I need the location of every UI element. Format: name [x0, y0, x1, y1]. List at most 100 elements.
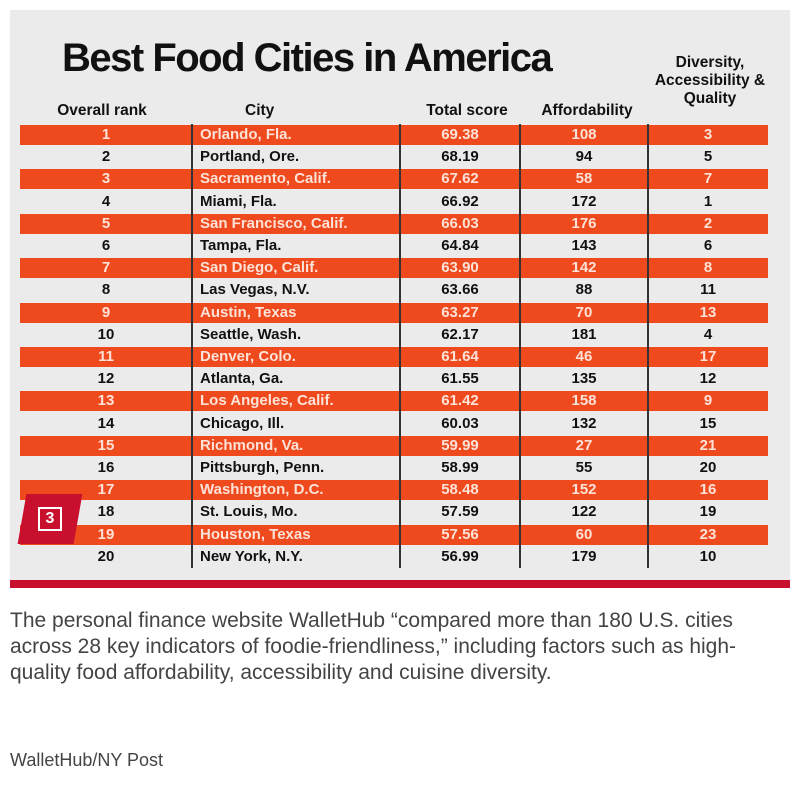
chart-title: Best Food Cities in America	[62, 36, 553, 80]
total-score-cell: 58.48	[441, 481, 479, 499]
city-cell: Tampa, Fla.	[200, 237, 282, 254]
affordability-cell: 181	[571, 325, 597, 343]
city-cell: Las Vegas, N.V.	[200, 281, 310, 299]
affordability-cell: 132	[571, 414, 597, 432]
total-score-cell: 58.99	[441, 459, 479, 476]
affordability-cell: 94	[575, 148, 593, 166]
diversity-cell: 1	[703, 192, 713, 210]
table-row: 10 Seattle, Wash. 62.17 181 4	[20, 325, 768, 345]
table-row: 2 Portland, Ore. 68.19 94 5	[20, 147, 768, 167]
diversity-cell: 21	[699, 436, 717, 454]
city-cell: Austin, Texas	[200, 303, 297, 321]
rank-cell: 8	[101, 281, 111, 299]
total-score-cell: 57.56	[441, 525, 479, 543]
affordability-cell: 60	[575, 525, 593, 543]
table-row: 7 San Diego, Calif. 63.90 142 8	[20, 258, 768, 279]
column-divider	[647, 124, 649, 568]
photo-credit: WalletHub/NY Post	[10, 750, 164, 770]
affordability-cell: 46	[575, 348, 593, 365]
affordability-cell: 142	[571, 259, 597, 277]
affordability-cell: 176	[571, 214, 597, 232]
table-row: 14 Chicago, Ill. 60.03 132 15	[20, 414, 768, 434]
table-row: 20 New York, N.Y. 56.99 179 10	[20, 547, 768, 567]
affordability-cell: 158	[571, 392, 597, 410]
city-cell: Atlanta, Ga.	[200, 370, 284, 388]
table-row: 13 Los Angeles, Calif. 61.42 158 9	[20, 391, 768, 412]
rank-cell: 10	[97, 325, 115, 343]
total-score-cell: 57.59	[441, 503, 479, 521]
rank-cell: 9	[101, 303, 111, 321]
total-score-cell: 66.92	[441, 192, 479, 210]
rank-cell: 2	[101, 148, 111, 166]
divider-bar	[10, 580, 790, 588]
total-score-cell: 63.27	[441, 303, 479, 321]
total-score-cell: 61.42	[441, 392, 479, 410]
table-row: 11 Denver, Colo. 61.64 46 17	[20, 347, 768, 367]
table-row: 16 Pittsburgh, Penn. 58.99 55 20	[20, 458, 768, 478]
diversity-cell: 20	[699, 459, 717, 476]
diversity-cell: 16	[699, 481, 717, 499]
affordability-cell: 58	[575, 170, 593, 188]
affordability-cell: 122	[571, 503, 597, 521]
diversity-cell: 10	[699, 547, 717, 565]
table-row: 17 Washington, D.C. 58.48 152 16	[20, 480, 768, 501]
rank-cell: 15	[97, 436, 115, 454]
rank-cell: 20	[97, 547, 115, 565]
affordability-cell: 88	[575, 281, 593, 299]
column-divider	[191, 124, 193, 568]
diversity-cell: 12	[699, 370, 717, 388]
city-cell: Washington, D.C.	[200, 481, 324, 499]
affordability-cell: 27	[575, 436, 593, 454]
diversity-cell: 7	[703, 170, 713, 188]
total-score-cell: 67.62	[441, 170, 479, 188]
affordability-cell: 70	[575, 303, 593, 321]
total-score-cell: 68.19	[441, 148, 479, 166]
affordability-cell: 179	[571, 547, 597, 565]
table-row: 18 St. Louis, Mo. 57.59 122 19	[20, 502, 768, 522]
diversity-cell: 11	[700, 281, 716, 299]
diversity-cell: 5	[703, 148, 713, 166]
table-row: 15 Richmond, Va. 59.99 27 21	[20, 435, 768, 456]
slide-number: 3	[38, 507, 62, 531]
total-score-cell: 59.99	[441, 436, 479, 454]
total-score-cell: 60.03	[441, 414, 479, 432]
rank-cell: 3	[101, 170, 111, 188]
total-score-cell: 64.84	[441, 237, 479, 254]
total-score-cell: 61.55	[441, 370, 479, 388]
rank-cell: 6	[101, 237, 111, 254]
caption: The personal finance website WalletHub “…	[10, 609, 737, 684]
table-row: 19 Houston, Texas 57.56 60 23	[20, 524, 768, 545]
rank-cell: 16	[97, 459, 115, 476]
total-score-cell: 69.38	[441, 126, 479, 143]
total-score-cell: 61.64	[441, 348, 479, 365]
diversity-cell: 9	[703, 392, 713, 410]
diversity-cell: 17	[699, 348, 717, 365]
diversity-cell: 19	[699, 503, 717, 521]
rank-cell: 13	[97, 392, 115, 410]
city-cell: San Diego, Calif.	[200, 259, 319, 277]
header-city: City	[245, 102, 275, 119]
city-cell: St. Louis, Mo.	[200, 503, 298, 521]
city-cell: Pittsburgh, Penn.	[200, 459, 325, 476]
city-cell: Los Angeles, Calif.	[200, 392, 334, 410]
affordability-cell: 143	[571, 237, 597, 254]
diversity-cell: 23	[699, 525, 717, 543]
table-row: 9 Austin, Texas 63.27 70 13	[20, 302, 768, 323]
column-divider	[399, 124, 401, 568]
affordability-cell: 172	[571, 192, 597, 210]
total-score-cell: 66.03	[441, 214, 479, 232]
affordability-cell: 152	[571, 481, 597, 499]
rank-cell: 5	[101, 214, 111, 232]
rank-cell: 19	[97, 525, 115, 543]
city-cell: Denver, Colo.	[200, 348, 296, 365]
affordability-cell: 108	[571, 126, 597, 143]
header-total-score: Total score	[426, 102, 508, 119]
city-cell: San Francisco, Calif.	[200, 214, 348, 232]
city-cell: Richmond, Va.	[200, 436, 304, 454]
total-score-cell: 63.90	[441, 259, 479, 277]
total-score-cell: 63.66	[441, 281, 479, 299]
total-score-cell: 62.17	[441, 325, 479, 343]
table-row: 8 Las Vegas, N.V. 63.66 88 11	[20, 280, 768, 300]
city-cell: Sacramento, Calif.	[200, 170, 331, 188]
diversity-cell: 8	[703, 259, 713, 277]
